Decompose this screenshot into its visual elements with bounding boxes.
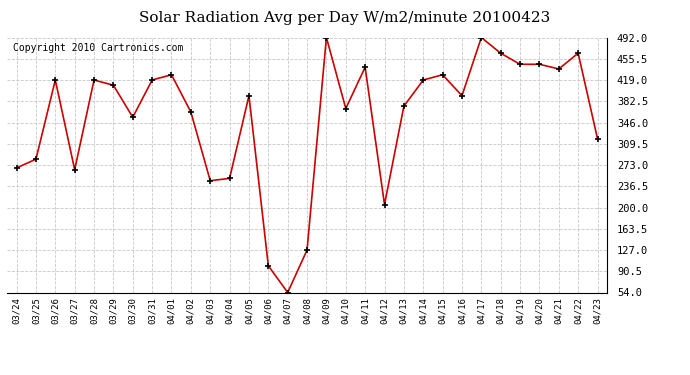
Text: Copyright 2010 Cartronics.com: Copyright 2010 Cartronics.com (13, 43, 184, 52)
Text: Solar Radiation Avg per Day W/m2/minute 20100423: Solar Radiation Avg per Day W/m2/minute … (139, 11, 551, 25)
